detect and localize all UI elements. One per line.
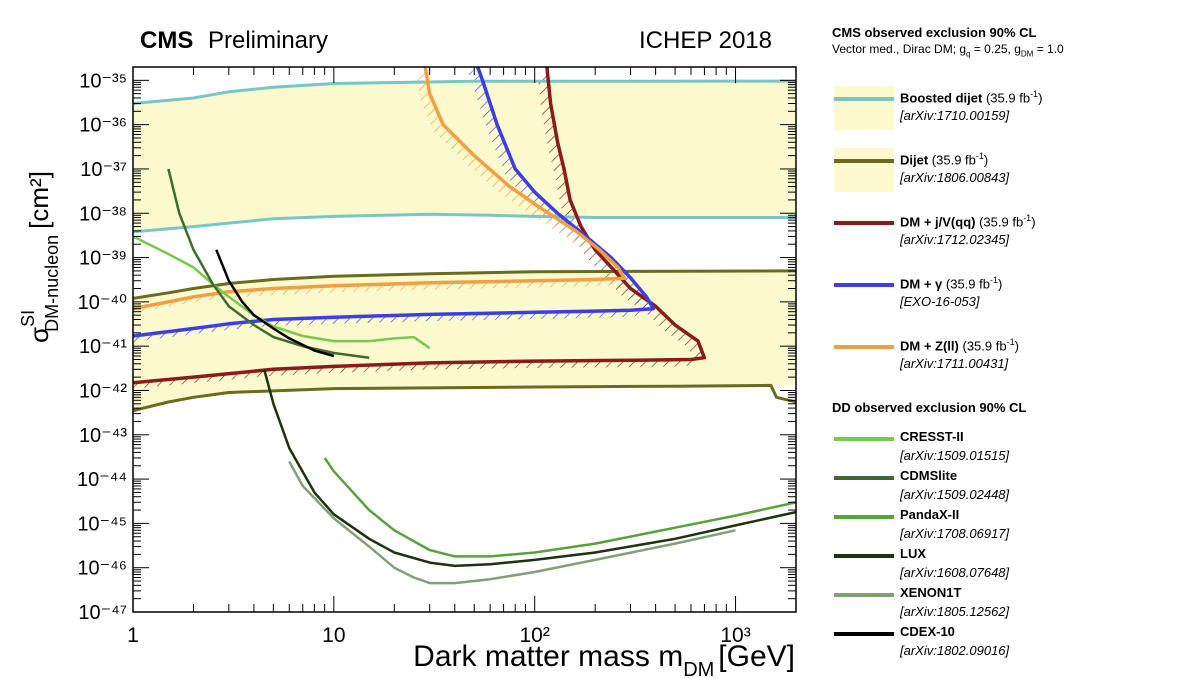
dd-legend-entry-cresst-ii: CRESST-II [arXiv:1509.01515] — [832, 426, 1177, 476]
cms-legend-ref: [arXiv:1712.02345] — [900, 232, 1010, 247]
dd-legend-ref: [arXiv:1802.09016] — [900, 643, 1010, 658]
y-tick-label: 10⁻⁴³ — [79, 425, 127, 447]
x-tick-label: 10 — [322, 624, 345, 647]
cms-legend-name: DM + j/V(qq) (35.9 fb-1) — [900, 213, 1036, 230]
dijet-curve-3 — [133, 383, 796, 413]
plot-frame — [132, 66, 797, 613]
y-tick-labels: 10⁻³⁵ 10⁻³⁶ 10⁻³⁷ 10⁻³⁸ 10⁻³⁹ 10⁻⁴⁰ 10⁻⁴¹ 10⁻⁴²… — [77, 70, 127, 624]
cms-legend-entry-dijet: Dijet (35.9 fb-1) [arXiv:1806.00843] — [832, 148, 1177, 198]
y-axis-label: σSI DM-nucleon[cm²] — [18, 171, 62, 343]
cms-legend-swatch — [834, 334, 894, 378]
dijet-fill — [133, 270, 796, 411]
cms-legend-ref: [EXO-16-053] — [900, 294, 980, 309]
dd-legend-entry-cdex-10: CDEX-10 [arXiv:1802.09016] — [832, 621, 1177, 671]
y-tick-label: 10⁻⁴¹ — [79, 336, 127, 358]
y-tick-label: 10⁻⁴⁴ — [77, 469, 127, 491]
dm-curve-5 — [133, 67, 656, 338]
dd-legend-swatch — [834, 621, 894, 665]
x-axis-label: Dark matter mass mDM [GeV] — [413, 640, 795, 679]
dd-legend-name: PandaX-II — [900, 507, 960, 522]
dd-legend-ref: [arXiv:1608.07648] — [900, 565, 1010, 580]
cms-legend-entry-boosted-dijet: Boosted dijet (35.9 fb-1) [arXiv:1710.001… — [832, 86, 1177, 136]
dd-legend-entry-pandax-ii: PandaX-II [arXiv:1708.06917] — [832, 504, 1177, 554]
y-tick-label: 10⁻⁴⁶ — [77, 558, 127, 580]
hatch-regions — [133, 67, 705, 389]
cdex-10-curve-12 — [215, 249, 335, 358]
experiment-label: CMS — [140, 27, 193, 54]
x-tick-labels: 1 10 10² 10³ — [127, 624, 751, 647]
dd-legend-ref: [arXiv:1805.12562] — [900, 604, 1010, 619]
y-tick-label: 10⁻³⁵ — [79, 70, 127, 92]
pandax-ii-curve-9 — [323, 457, 796, 558]
cms-legend-subtitle: Vector med., Dirac DM; gq = 0.25, gDM = … — [832, 42, 1064, 59]
cms-legend-entry-dm-j-v-qq: DM + j/V(qq) (35.9 fb-1) [arXiv:1712.0234… — [832, 210, 1177, 260]
cms-legend-swatch — [834, 272, 894, 316]
y-tick-label: 10⁻⁴⁰ — [78, 292, 127, 314]
dd-legend-entry-cdmslite: CDMSlite [arXiv:1509.02448] — [832, 465, 1177, 515]
exclusion-plot: CMS Preliminary ICHEP 2018 1 10 10² 10³ 10⁻… — [18, 27, 797, 679]
conference-label: ICHEP 2018 — [639, 27, 772, 54]
lux-curve-10 — [262, 368, 796, 568]
dd-legend-swatch — [834, 543, 894, 587]
cms-legend-title: CMS observed exclusion 90% CL — [832, 25, 1037, 40]
dd-legend-name: CDMSlite — [900, 468, 958, 483]
y-tick-label: 10⁻³⁸ — [79, 203, 127, 225]
dd-legend-swatch — [834, 504, 894, 548]
dm-j-v-qq-curve-4 — [133, 67, 707, 385]
y-tick-label: 10⁻⁴² — [79, 380, 127, 402]
y-tick-label: 10⁻⁴⁷ — [78, 602, 127, 624]
dd-legend-title: DD observed exclusion 90% CL — [832, 400, 1027, 415]
dm-hatch — [133, 67, 654, 342]
boosted-dijet-curve-0 — [133, 79, 796, 105]
legend: CMS observed exclusion 90% CL Vector med… — [832, 0, 1177, 679]
dd-legend-name: CRESST-II — [900, 429, 964, 444]
cms-legend-name: Boosted dijet (35.9 fb-1) — [900, 89, 1043, 106]
dd-legend-name: CDEX-10 — [900, 624, 955, 639]
dd-legend-entry-xenon1t: XENON1T [arXiv:1805.12562] — [832, 582, 1177, 632]
dd-legend-name: LUX — [900, 546, 926, 561]
cms-legend-swatch — [834, 148, 894, 192]
dd-legend-ref: [arXiv:1509.01515] — [900, 448, 1010, 463]
cms-legend-entry-dm: DM + γ (35.9 fb-1) [EXO-16-053] — [832, 272, 1177, 322]
cdmslite-curve-8 — [167, 168, 370, 359]
cresst-ii-curve-7 — [133, 235, 431, 350]
dd-legend-swatch — [834, 465, 894, 509]
cms-legend-swatch — [834, 210, 894, 254]
dm-z-ll-curve-6 — [133, 67, 627, 311]
cms-legend-swatch — [834, 86, 894, 130]
y-tick-label: 10⁻³⁷ — [80, 159, 127, 181]
y-tick-label: 10⁻³⁹ — [79, 248, 127, 270]
axis-ticks — [132, 66, 797, 613]
cms-legend-ref: [arXiv:1711.00431] — [900, 356, 1009, 371]
y-tick-label: 10⁻³⁶ — [79, 115, 127, 137]
cms-legend-name: Dijet (35.9 fb-1) — [900, 151, 989, 168]
x-tick-label: 10² — [520, 624, 550, 647]
dd-legend-swatch — [834, 582, 894, 626]
dd-legend-ref: [arXiv:1708.06917] — [900, 526, 1010, 541]
cms-legend-ref: [arXiv:1710.00159] — [900, 108, 1010, 123]
dijet-curve-2 — [133, 269, 796, 300]
dd-legend-entry-lux: LUX [arXiv:1608.07648] — [832, 543, 1177, 593]
y-tick-label: 10⁻⁴⁵ — [77, 513, 127, 535]
dd-legend-swatch — [834, 426, 894, 470]
cms-legend-name: DM + Z(ll) (35.9 fb-1) — [900, 337, 1019, 354]
dd-legend-name: XENON1T — [900, 585, 962, 600]
cms-legend-entry-dm-z-ll: DM + Z(ll) (35.9 fb-1) [arXiv:1711.00431] — [832, 334, 1177, 384]
x-tick-label: 1 — [127, 624, 139, 647]
dd-legend-ref: [arXiv:1509.02448] — [900, 487, 1010, 502]
limit-curves — [133, 67, 796, 585]
x-tick-label: 10³ — [720, 624, 750, 647]
xenon1t-curve-11 — [288, 460, 736, 585]
cms-legend-ref: [arXiv:1806.00843] — [900, 170, 1010, 185]
status-label: Preliminary — [208, 27, 328, 54]
cms-legend-name: DM + γ (35.9 fb-1) — [900, 275, 1003, 292]
boosted-dijet-curve-1 — [133, 212, 796, 234]
